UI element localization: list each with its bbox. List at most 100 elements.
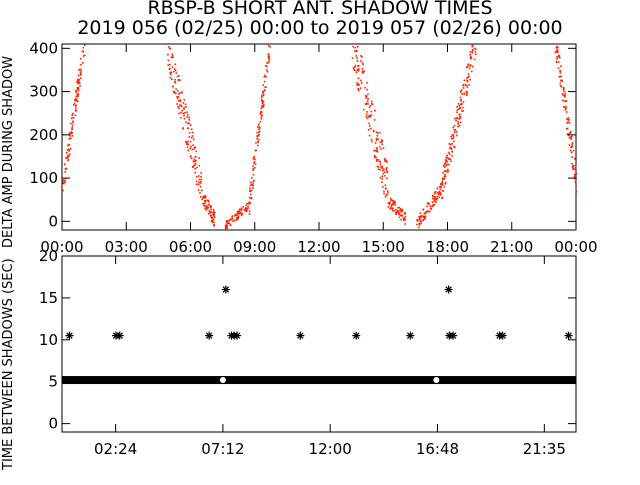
top-data-point — [225, 226, 227, 229]
top-data-point — [200, 176, 202, 178]
top-data-point — [266, 62, 268, 64]
top-data-point — [381, 167, 383, 169]
top-data-point — [575, 172, 578, 175]
top-data-point — [575, 164, 577, 166]
top-data-point — [231, 217, 234, 220]
top-data-point — [257, 144, 259, 147]
top-data-point — [202, 197, 204, 199]
top-data-point — [63, 182, 65, 185]
top-data-point — [441, 182, 444, 184]
top-data-point — [170, 73, 172, 75]
top-data-point — [433, 192, 436, 194]
top-data-point — [399, 208, 402, 210]
top-data-point — [456, 111, 458, 114]
top-data-point — [393, 210, 395, 212]
top-data-point — [249, 184, 252, 187]
bottom-x-tick-label: 21:35 — [523, 440, 566, 458]
top-data-point — [441, 184, 444, 186]
top-data-point — [404, 223, 406, 225]
top-data-point — [574, 158, 576, 160]
top-data-point — [558, 54, 560, 57]
top-data-point — [189, 124, 192, 126]
top-data-point — [567, 118, 570, 121]
top-data-point — [195, 159, 197, 162]
top-data-point — [205, 207, 208, 209]
top-data-point — [369, 127, 372, 130]
top-data-point — [387, 202, 390, 204]
top-data-point — [256, 137, 258, 140]
top-data-point — [364, 86, 366, 89]
top-data-point — [372, 130, 375, 133]
bottom-y-tick-label: 5 — [48, 373, 58, 391]
top-data-point — [555, 46, 558, 49]
top-data-point — [187, 122, 189, 125]
top-data-point — [174, 81, 177, 84]
top-data-point — [366, 81, 368, 84]
top-data-point — [194, 163, 196, 166]
top-data-point — [380, 141, 383, 143]
top-data-point — [76, 80, 79, 82]
top-data-point — [466, 79, 468, 81]
top-data-point — [227, 219, 229, 222]
top-data-point — [370, 138, 373, 141]
top-data-point — [179, 99, 181, 101]
top-data-point — [78, 69, 80, 71]
top-data-point — [213, 216, 216, 219]
top-data-point — [440, 193, 442, 195]
top-data-point — [471, 70, 473, 73]
top-data-point — [459, 116, 462, 118]
top-data-point — [256, 131, 259, 134]
top-data-point — [190, 145, 192, 148]
top-data-point — [242, 206, 244, 208]
top-data-point — [261, 102, 264, 105]
top-data-point — [361, 67, 364, 70]
top-data-point — [252, 184, 254, 187]
top-x-tick-label: 18:00 — [426, 238, 469, 256]
bottom-y-tick-label: 15 — [39, 289, 58, 307]
top-data-point — [442, 178, 444, 181]
top-data-point — [554, 51, 557, 54]
top-data-point — [454, 117, 456, 120]
top-data-point — [418, 226, 420, 229]
top-data-point — [435, 201, 437, 204]
top-data-point — [255, 142, 257, 144]
top-data-point — [386, 177, 388, 180]
top-data-point — [567, 121, 569, 123]
top-data-point — [426, 205, 428, 208]
top-data-point — [568, 137, 571, 139]
top-data-point — [385, 194, 388, 196]
top-data-point — [238, 211, 240, 213]
top-data-point — [201, 189, 203, 192]
top-y-tick-label: 0 — [48, 212, 58, 230]
top-data-point — [436, 191, 439, 194]
top-data-point — [390, 205, 393, 208]
top-data-point — [392, 200, 395, 202]
top-data-point — [224, 225, 227, 227]
top-data-point — [440, 183, 442, 186]
top-data-point — [385, 167, 388, 170]
top-data-point — [75, 104, 77, 106]
top-data-point — [67, 159, 69, 162]
top-data-point — [356, 82, 358, 84]
top-data-point — [172, 90, 175, 93]
top-data-point — [565, 111, 568, 113]
top-data-point — [177, 107, 180, 109]
top-data-point — [377, 138, 379, 140]
top-data-point — [168, 46, 170, 48]
top-data-point — [234, 214, 237, 217]
top-data-point — [381, 165, 384, 168]
bottom-y-axis: 0 5 10 15 20 — [39, 247, 576, 433]
top-data-point — [457, 108, 460, 110]
top-data-point — [77, 89, 80, 92]
top-y-tick-label: 400 — [29, 39, 58, 57]
top-data-point — [74, 97, 77, 100]
top-data-point — [170, 56, 173, 59]
top-data-point — [209, 212, 211, 214]
top-data-point — [556, 49, 559, 51]
top-data-point — [566, 118, 568, 120]
top-data-point — [401, 209, 403, 212]
top-data-point — [179, 100, 182, 103]
top-x-tick-label: 21:00 — [490, 238, 533, 256]
top-data-point — [167, 64, 169, 66]
top-data-point — [77, 74, 80, 77]
